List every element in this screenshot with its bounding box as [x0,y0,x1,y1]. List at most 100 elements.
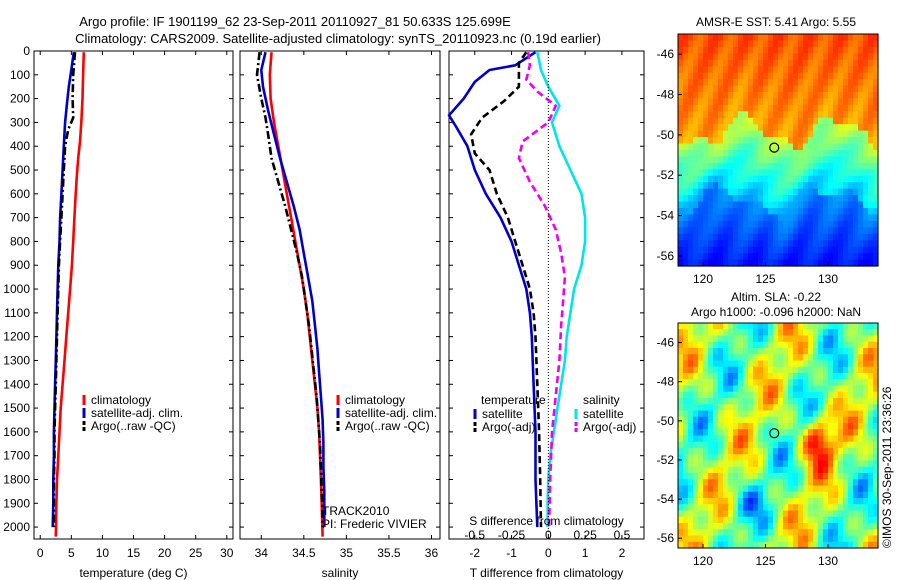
map-cell [843,227,849,235]
map-cell [773,240,779,248]
map-cell [688,360,694,368]
map-cell [728,529,734,537]
map-cell [843,491,849,499]
map-cell [703,473,709,480]
map-cell [768,143,774,151]
y-tick-label: -48 [657,375,675,389]
map-cell [803,40,809,48]
map-cell [708,111,714,119]
map-cell [838,348,844,355]
map-cell [703,416,709,424]
map-cell [868,259,874,267]
map-cell [688,529,694,537]
map-cell [763,460,769,468]
map-cell [683,259,689,267]
map-cell [758,208,764,216]
map-cell [783,137,789,145]
map-cell [728,373,734,380]
map-cell [713,404,719,412]
map-cell [678,201,684,209]
map-cell [713,46,719,54]
map-cell [738,529,744,537]
map-cell [863,360,869,368]
map-cell [748,354,754,362]
map-cell [853,130,859,138]
map-cell [853,510,859,518]
x-tick-label: 35.5 [377,546,401,560]
y-tick-label: -50 [657,414,675,428]
map-cell [773,435,779,443]
map-cell [733,66,739,74]
map-cell [698,195,704,203]
map-cell [723,253,729,261]
map-cell [703,341,709,349]
legend-label: satellite [482,407,523,421]
map-cell [693,479,699,487]
map-cell [863,240,869,248]
map-cell [773,404,779,412]
map-cell [688,473,694,480]
map-cell [743,259,749,267]
map-cell [873,240,879,248]
map-cell [728,253,734,261]
map-cell [718,220,724,228]
map-cell [748,79,754,87]
map-cell [813,104,819,112]
map-cell [823,329,829,337]
map-cell [833,59,839,67]
map-cell [678,175,684,183]
map-cell [713,117,719,125]
map-cell [793,137,799,145]
map-cell [788,479,794,487]
map-cell [823,529,829,537]
map-cell [803,323,809,330]
map-cell [828,435,834,443]
map-cell [708,341,714,349]
map-cell [778,156,784,164]
map-cell [678,466,684,474]
map-cell [713,529,719,537]
map-cell [803,341,809,349]
map-cell [693,460,699,468]
map-cell [818,379,824,387]
map-cell [858,72,864,80]
map-cell [873,201,879,209]
map-cell [838,473,844,480]
map-cell [743,40,749,48]
map-cell [863,541,869,549]
map-cell [723,66,729,74]
map-cell [688,429,694,437]
map-cell [873,323,879,330]
map-cell [783,429,789,437]
map-cell [833,40,839,48]
map-cell [838,188,844,196]
map-cell [773,510,779,518]
map-cell [728,335,734,343]
map-cell [798,143,804,151]
map-cell [738,479,744,487]
map-cell [703,410,709,418]
map-cell [733,53,739,61]
map-cell [758,130,764,138]
map-cell [823,214,829,222]
map-frame [677,33,879,267]
map-cell [818,398,824,405]
map-cell [758,441,764,449]
y-tick-label: 0 [23,44,30,58]
map-cell [718,329,724,337]
map-cell [773,385,779,393]
map-cell [698,423,704,430]
map-cell [818,246,824,254]
map-cell [808,85,814,93]
map-cell [808,201,814,209]
map-cell [843,162,849,170]
map-cell [838,104,844,112]
map-cell [868,40,874,48]
map-cell [773,53,779,61]
map-cell [763,535,769,543]
map-cell [768,473,774,480]
map-cell [818,498,824,505]
map-cell [708,156,714,164]
map-cell [728,535,734,543]
